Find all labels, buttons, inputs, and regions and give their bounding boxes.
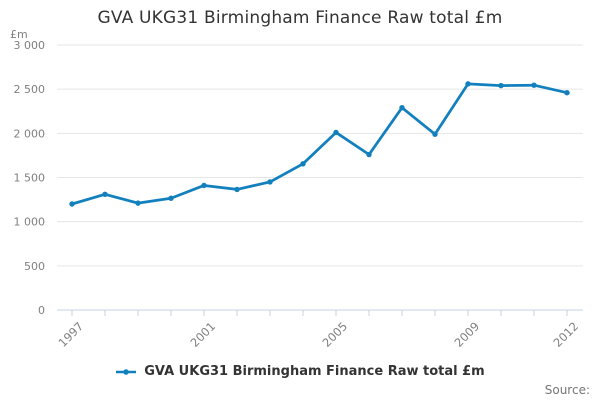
y-tick-label: 0 [38,304,45,317]
legend-item[interactable]: GVA UKG31 Birmingham Finance Raw total £… [0,364,600,379]
data-point [135,200,141,206]
data-point [333,129,339,136]
data-point [432,131,438,137]
x-tick-label: 1997 [56,319,87,350]
data-point [531,82,537,88]
x-tick-label: 2012 [551,319,582,350]
y-axis-unit-label: £m [10,28,28,41]
data-point [300,161,306,167]
data-point [399,105,405,111]
y-tick-label: 3 000 [14,39,46,52]
data-point [564,90,570,96]
data-point [102,191,108,197]
y-tick-label: 500 [24,260,45,273]
y-tick-label: 1 500 [14,172,46,185]
x-tick-label: 2001 [188,319,219,350]
data-point [168,195,174,201]
legend-line-marker-icon [116,368,137,375]
data-point [465,81,471,87]
data-point [234,186,240,193]
data-point [201,182,207,189]
data-point [69,201,75,207]
x-tick-label: 2009 [452,319,483,350]
data-point [498,82,504,89]
source-label: Source: [544,383,590,397]
data-line [70,82,569,206]
y-tick-label: 1 000 [14,216,46,229]
y-tick-label: 2 500 [14,83,46,96]
y-tick-label: 2 000 [14,127,46,140]
legend-label: GVA UKG31 Birmingham Finance Raw total £… [144,364,485,379]
data-point [366,151,372,158]
chart-title: GVA UKG31 Birmingham Finance Raw total £… [97,8,503,28]
data-point [267,179,273,185]
x-tick-label: 2005 [320,319,351,350]
